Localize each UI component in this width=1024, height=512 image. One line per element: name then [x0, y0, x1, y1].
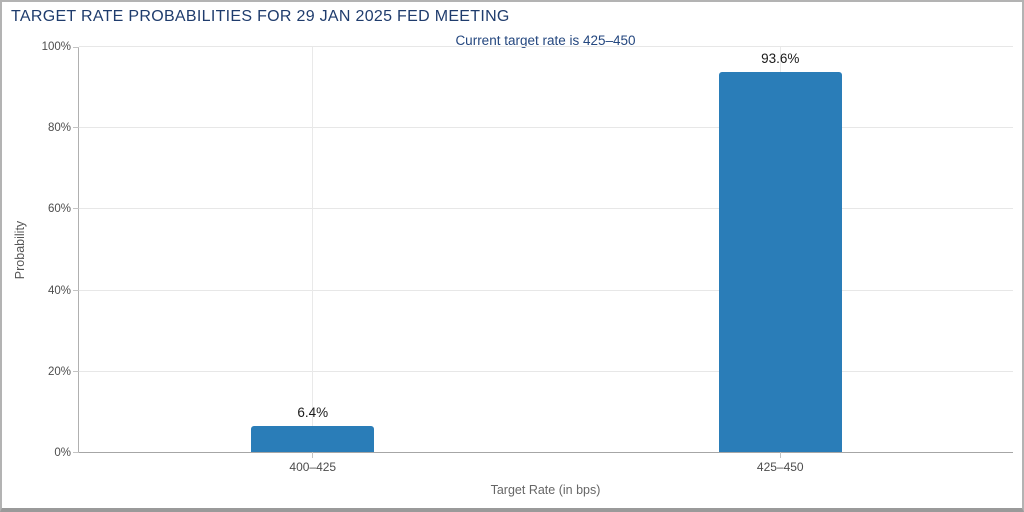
bar-400–425[interactable]: [251, 426, 375, 452]
bar-value-label: 93.6%: [761, 50, 800, 66]
y-gridline: [79, 370, 1013, 372]
y-tick: [73, 452, 79, 453]
chart-subtitle: Current target rate is 425–450: [455, 33, 636, 48]
y-tick: [73, 289, 79, 291]
y-tick-label: 60%: [47, 203, 71, 216]
y-tick-label: 100%: [41, 41, 71, 53]
x-axis-title: Target Rate (in bps): [490, 483, 601, 497]
plot-area: 0% 20% 40% 60% 80% 100% 6.4% 400–425 93.6% 425–45…: [42, 41, 1013, 474]
y-tick: [73, 208, 79, 210]
x-tick-label: 400–425: [289, 460, 337, 474]
y-gridline: [79, 127, 1013, 129]
x-gridline: [312, 47, 314, 452]
x-tick: [312, 452, 314, 458]
x-tick: [779, 452, 781, 458]
bar-425–450[interactable]: [718, 71, 842, 452]
chart-title: TARGET RATE PROBABILITIES FOR 29 JAN 202…: [11, 8, 510, 25]
y-gridline: [79, 208, 1013, 210]
y-tick-label: 80%: [47, 122, 71, 135]
y-tick-label: 20%: [47, 365, 71, 378]
y-tick-label: 40%: [47, 284, 71, 297]
x-tick-label: 425–450: [756, 460, 804, 474]
y-tick: [73, 47, 79, 48]
y-tick: [73, 370, 79, 372]
y-axis-title: Probability: [13, 220, 27, 280]
y-gridline: [79, 46, 1013, 47]
bar-value-label: 6.4%: [297, 405, 329, 421]
y-gridline: [79, 289, 1013, 291]
y-tick: [73, 127, 79, 129]
y-tick-label: 0%: [54, 447, 71, 459]
